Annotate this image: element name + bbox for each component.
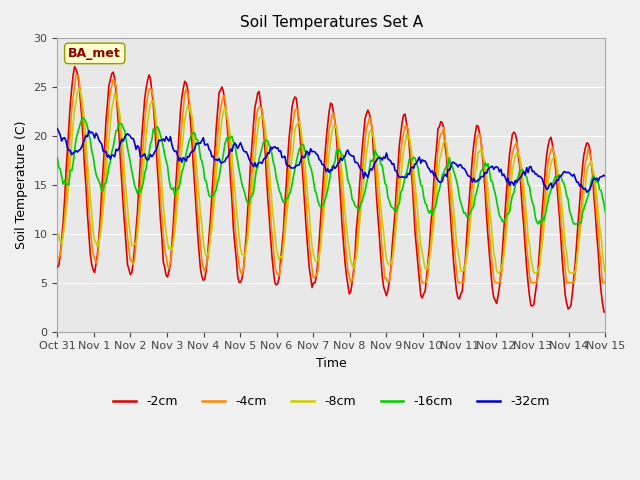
Legend: -2cm, -4cm, -8cm, -16cm, -32cm: -2cm, -4cm, -8cm, -16cm, -32cm	[108, 390, 554, 413]
Title: Soil Temperatures Set A: Soil Temperatures Set A	[240, 15, 423, 30]
Y-axis label: Soil Temperature (C): Soil Temperature (C)	[15, 120, 28, 249]
X-axis label: Time: Time	[316, 357, 347, 370]
Text: BA_met: BA_met	[68, 47, 121, 60]
